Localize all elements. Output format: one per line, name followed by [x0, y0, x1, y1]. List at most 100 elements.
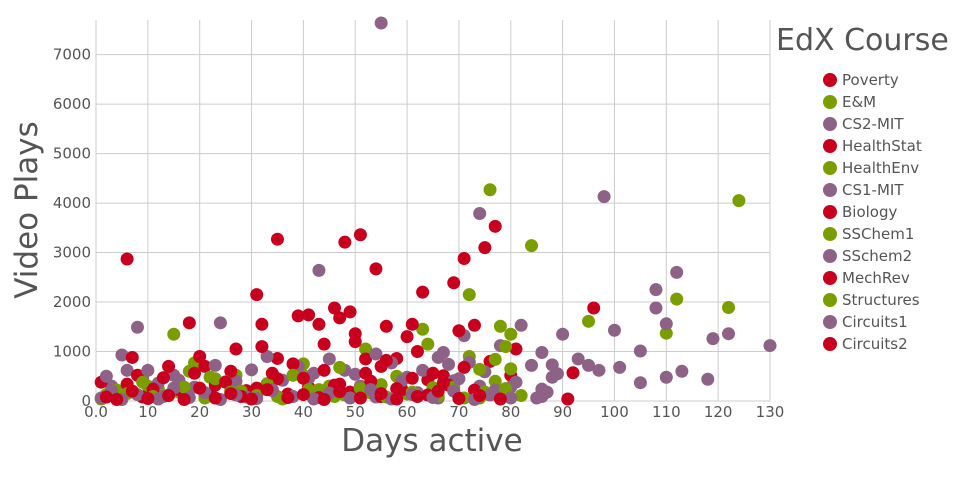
data-point [99, 369, 113, 383]
y-tick-label: 6000 [53, 95, 91, 113]
data-point [488, 374, 502, 388]
data-point [270, 351, 284, 365]
data-point [545, 370, 559, 384]
data-point [110, 393, 124, 407]
y-tick-label: 5000 [53, 145, 91, 163]
x-tick-label: 120 [704, 403, 733, 421]
data-point [255, 317, 269, 331]
data-point [120, 252, 134, 266]
y-tick-label: 1000 [53, 343, 91, 361]
data-point [561, 392, 575, 406]
legend-marker [823, 227, 837, 241]
data-point [410, 345, 424, 359]
x-tick-label: 130 [756, 403, 785, 421]
data-point [504, 362, 518, 376]
data-point [649, 301, 663, 315]
data-point [359, 342, 373, 356]
grid-lines [95, 20, 771, 402]
data-point [359, 352, 373, 366]
data-point [348, 367, 362, 381]
data-point [162, 359, 176, 373]
data-point [504, 391, 518, 405]
data-point [286, 368, 300, 382]
data-point [369, 262, 383, 276]
data-point [115, 348, 129, 362]
data-point [613, 360, 627, 374]
data-point [193, 349, 207, 363]
data-point [312, 317, 326, 331]
data-point [478, 241, 492, 255]
data-point [291, 309, 305, 323]
y-tick-label: 7000 [53, 46, 91, 64]
data-point [208, 391, 222, 405]
legend-item-label: SSChem1 [842, 225, 914, 243]
data-point [359, 366, 373, 380]
data-point [607, 323, 621, 337]
data-point [514, 318, 528, 332]
data-point [333, 311, 347, 325]
data-point [416, 322, 430, 336]
data-point [364, 383, 378, 397]
legend-item-label: CS2-MIT [842, 115, 904, 133]
x-tick-label: 60 [398, 403, 417, 421]
data-point [312, 263, 326, 277]
data-point [343, 305, 357, 319]
data-point [488, 352, 502, 366]
legend-item-label: Poverty [842, 71, 899, 89]
legend-item-label: HealthEnv [842, 159, 919, 177]
data-point [369, 347, 383, 361]
y-tick-label: 2000 [53, 293, 91, 311]
data-point [390, 382, 404, 396]
data-point [343, 391, 357, 405]
data-point [260, 383, 274, 397]
data-point [125, 384, 139, 398]
data-point [353, 382, 367, 396]
data-point [213, 316, 227, 330]
legend-item-label: Circuits2 [842, 335, 908, 353]
data-point [302, 308, 316, 322]
data-point [245, 392, 259, 406]
data-point [442, 357, 456, 371]
data-point [188, 366, 202, 380]
data-point [582, 358, 596, 372]
data-point [177, 393, 191, 407]
data-point [136, 375, 150, 389]
data-point [493, 319, 507, 333]
data-point [141, 392, 155, 406]
data-point [229, 342, 243, 356]
y-tick-label: 3000 [53, 244, 91, 262]
data-point [250, 288, 264, 302]
data-point [452, 392, 466, 406]
data-point [379, 319, 393, 333]
data-point [566, 366, 580, 380]
data-point [473, 362, 487, 376]
legend-marker [823, 161, 837, 175]
legend-marker [823, 73, 837, 87]
data-point [649, 283, 663, 297]
legend-item-label: Circuits1 [842, 313, 908, 331]
legend-title: EdX Course [776, 23, 949, 58]
data-point [670, 265, 684, 279]
data-point [322, 352, 336, 366]
data-point [265, 366, 279, 380]
data-point [379, 353, 393, 367]
data-point [193, 381, 207, 395]
data-point [659, 370, 673, 384]
data-point [421, 337, 435, 351]
data-point [416, 363, 430, 377]
data-point [462, 288, 476, 302]
data-point [338, 235, 352, 249]
data-point [177, 380, 191, 394]
data-point [348, 335, 362, 349]
data-point [514, 389, 528, 403]
data-point [525, 239, 539, 253]
data-point [286, 357, 300, 371]
data-point [732, 194, 746, 208]
data-point [426, 366, 440, 380]
x-tick-label: 70 [449, 403, 468, 421]
data-point [571, 352, 585, 366]
data-point [633, 344, 647, 358]
data-point [763, 339, 777, 353]
legend-marker [823, 337, 837, 351]
legend-marker [823, 249, 837, 263]
